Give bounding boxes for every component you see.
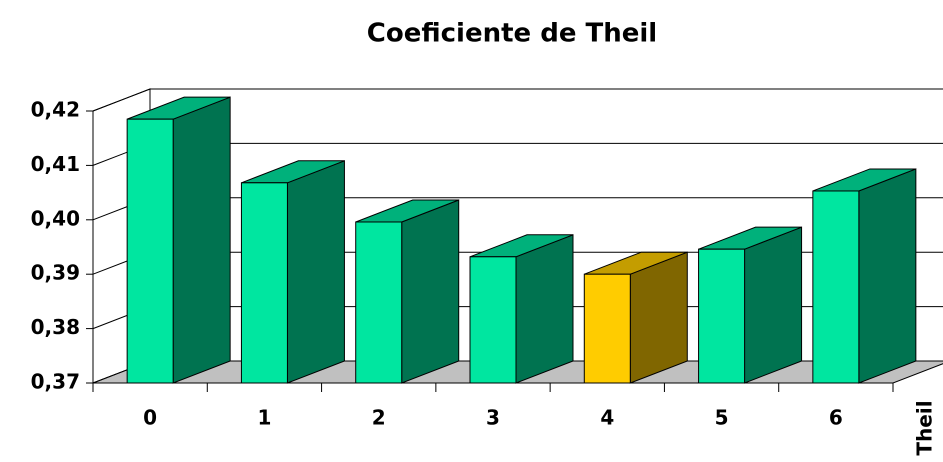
bar-side	[286, 160, 345, 384]
y-tick-label: 0,38	[31, 315, 80, 339]
bar	[469, 256, 517, 384]
y-tick-label: 0,39	[31, 261, 80, 285]
bar-side	[401, 199, 460, 384]
x-tick-label: 5	[715, 406, 729, 430]
x-tick-label: 0	[143, 406, 157, 430]
bar	[240, 182, 288, 384]
bar-side	[744, 226, 803, 384]
bar-side	[858, 168, 917, 384]
bar	[355, 221, 403, 384]
bar-side	[629, 251, 688, 384]
bar	[812, 190, 860, 384]
bar-side	[515, 234, 574, 384]
bar	[126, 118, 174, 384]
chart-title: Coeficiente de Theil	[367, 19, 657, 49]
bar-side	[172, 96, 231, 384]
y-tick-label: 0,42	[31, 98, 80, 122]
bar	[583, 273, 631, 384]
x-tick-label: 4	[600, 406, 614, 430]
y-tick-label: 0,41	[31, 152, 80, 176]
bar	[698, 248, 746, 384]
x-tick-label: 3	[486, 406, 500, 430]
x-tick-label: 1	[257, 406, 271, 430]
y-tick-label: 0,40	[31, 206, 80, 230]
x-tick-label: 2	[372, 406, 386, 430]
grid-line	[92, 88, 943, 112]
legend-label: Theil	[913, 400, 937, 455]
x-tick-label: 6	[829, 406, 843, 430]
y-tick-label: 0,37	[31, 370, 80, 394]
